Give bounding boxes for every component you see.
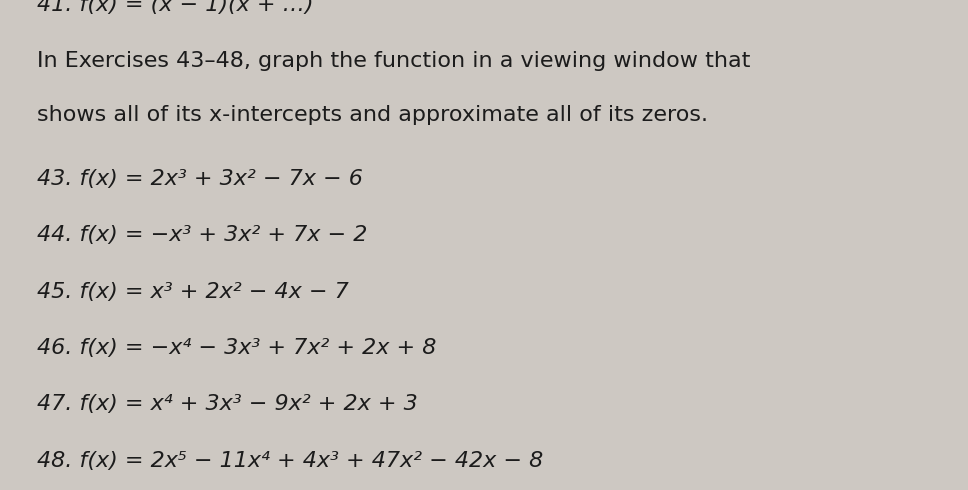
Text: 43. f(x) = 2x³ + 3x² − 7x − 6: 43. f(x) = 2x³ + 3x² − 7x − 6 [37, 169, 363, 189]
Text: 45. f(x) = x³ + 2x² − 4x − 7: 45. f(x) = x³ + 2x² − 4x − 7 [37, 282, 348, 302]
Text: 48. f(x) = 2x⁵ − 11x⁴ + 4x³ + 47x² − 42x − 8: 48. f(x) = 2x⁵ − 11x⁴ + 4x³ + 47x² − 42x… [37, 451, 543, 471]
Text: shows all of its x-intercepts and approximate all of its zeros.: shows all of its x-intercepts and approx… [37, 105, 708, 125]
Text: In Exercises 43–48, graph the function in a viewing window that: In Exercises 43–48, graph the function i… [37, 51, 750, 72]
Text: 44. f(x) = −x³ + 3x² + 7x − 2: 44. f(x) = −x³ + 3x² + 7x − 2 [37, 225, 367, 245]
Text: 46. f(x) = −x⁴ − 3x³ + 7x² + 2x + 8: 46. f(x) = −x⁴ − 3x³ + 7x² + 2x + 8 [37, 338, 437, 358]
Text: 41. f(x) = (x − 1)(x + …): 41. f(x) = (x − 1)(x + …) [37, 0, 314, 15]
Text: 47. f(x) = x⁴ + 3x³ − 9x² + 2x + 3: 47. f(x) = x⁴ + 3x³ − 9x² + 2x + 3 [37, 394, 417, 415]
